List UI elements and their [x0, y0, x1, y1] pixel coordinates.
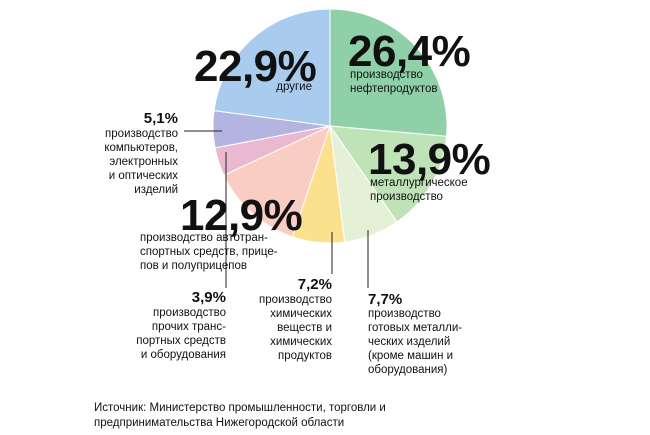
- pie-slice-7: [213, 8, 331, 127]
- slice-label-other: другие: [276, 81, 312, 93]
- pct-label-computers: 5,1%: [143, 110, 178, 127]
- pct-label-oil-products: 26,4%: [348, 27, 471, 76]
- pie-slice-0: [329, 8, 448, 137]
- source-note: Источник: Министерство промышленности, т…: [94, 402, 386, 429]
- slice-label-other-transport: производство прочих транс- портных средс…: [136, 307, 226, 361]
- pct-label-chemicals: 7,2%: [297, 276, 332, 293]
- slice-label-computers: производство компьютеров, электронных и …: [104, 128, 178, 196]
- pct-label-metallurgy: 13,9%: [368, 135, 491, 184]
- pct-label-metal-products: 7,7%: [368, 291, 403, 308]
- pct-label-other-transport: 3,9%: [191, 289, 226, 306]
- slice-label-automotive: производство автотран- спортных средств,…: [140, 232, 278, 272]
- pct-label-automotive: 12,9%: [180, 191, 303, 240]
- slice-label-oil-products: производство нефтепродуктов: [350, 69, 438, 95]
- pct-label-other: 22,9%: [194, 42, 317, 91]
- slice-label-chemicals: производство химических веществ и химиче…: [259, 294, 332, 362]
- slice-label-metal-products: производство готовых металли- ческих изд…: [368, 308, 463, 376]
- slice-label-metallurgy: металлургическое производство: [370, 177, 468, 203]
- pie-slice-1: [328, 125, 448, 223]
